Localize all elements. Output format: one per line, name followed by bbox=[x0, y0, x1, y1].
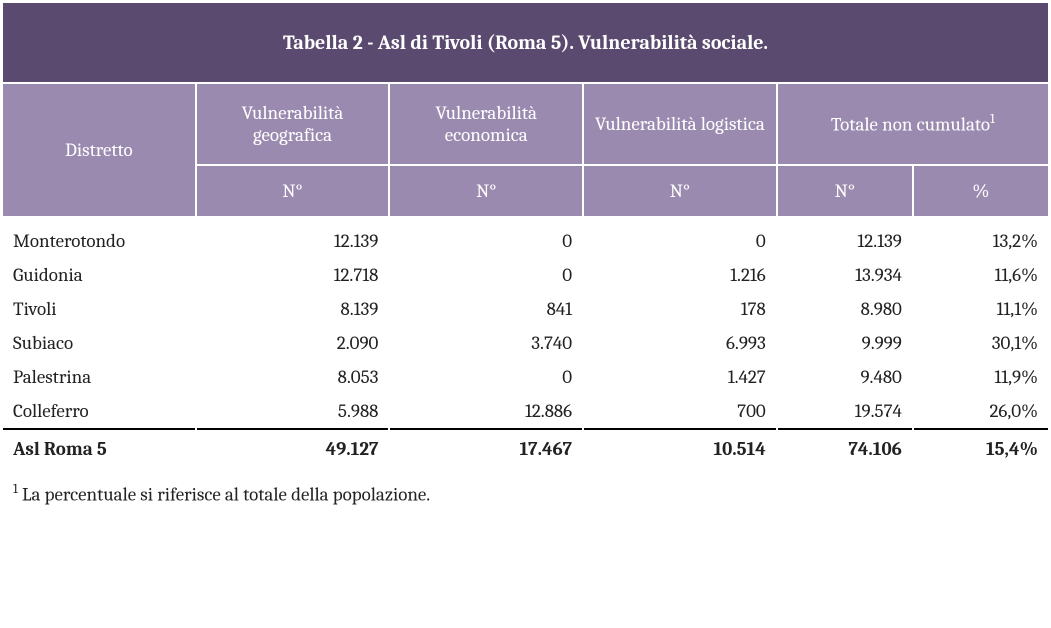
cell-label: Tivoli bbox=[2, 292, 196, 326]
table-row: Monterotondo 12.139 0 0 12.139 13,2% bbox=[2, 217, 1049, 258]
col-header-geo: Vulnerabilità geografica bbox=[196, 83, 390, 165]
col-header-eco: Vulnerabilità economica bbox=[389, 83, 583, 165]
cell-tot-pct: 11,6% bbox=[913, 258, 1049, 292]
cell-eco: 12.886 bbox=[389, 394, 583, 429]
cell-geo: 8.053 bbox=[196, 360, 390, 394]
cell-log: 1.216 bbox=[583, 258, 777, 292]
cell-log: 6.993 bbox=[583, 326, 777, 360]
cell-label: Guidonia bbox=[2, 258, 196, 292]
cell-tot-pct: 30,1% bbox=[913, 326, 1049, 360]
cell-tot-n: 9.999 bbox=[777, 326, 913, 360]
total-log: 10.514 bbox=[583, 429, 777, 469]
table-row: Subiaco 2.090 3.740 6.993 9.999 30,1% bbox=[2, 326, 1049, 360]
table-row: Palestrina 8.053 0 1.427 9.480 11,9% bbox=[2, 360, 1049, 394]
cell-geo: 2.090 bbox=[196, 326, 390, 360]
cell-label: Monterotondo bbox=[2, 217, 196, 258]
table-body: Monterotondo 12.139 0 0 12.139 13,2% Gui… bbox=[2, 217, 1049, 524]
col-header-tot: Totale non cumulato1 bbox=[777, 83, 1049, 165]
subheader-tot-n: N° bbox=[777, 165, 913, 217]
cell-log: 700 bbox=[583, 394, 777, 429]
total-tot-pct: 15,4% bbox=[913, 429, 1049, 469]
table-row: Colleferro 5.988 12.886 700 19.574 26,0% bbox=[2, 394, 1049, 429]
cell-log: 1.427 bbox=[583, 360, 777, 394]
vulnerability-table: Tabella 2 - Asl di Tivoli (Roma 5). Vuln… bbox=[1, 1, 1050, 525]
cell-label: Palestrina bbox=[2, 360, 196, 394]
table-total-row: Asl Roma 5 49.127 17.467 10.514 74.106 1… bbox=[2, 429, 1049, 469]
total-eco: 17.467 bbox=[389, 429, 583, 469]
cell-geo: 12.718 bbox=[196, 258, 390, 292]
cell-log: 178 bbox=[583, 292, 777, 326]
subheader-eco-n: N° bbox=[389, 165, 583, 217]
table-footnote: 1 La percentuale si riferisce al totale … bbox=[2, 469, 1049, 524]
subheader-log-n: N° bbox=[583, 165, 777, 217]
cell-geo: 5.988 bbox=[196, 394, 390, 429]
subheader-tot-pct: % bbox=[913, 165, 1049, 217]
cell-label: Subiaco bbox=[2, 326, 196, 360]
cell-tot-n: 13.934 bbox=[777, 258, 913, 292]
table-container: Tabella 2 - Asl di Tivoli (Roma 5). Vuln… bbox=[0, 0, 1051, 526]
col-header-distretto: Distretto bbox=[2, 83, 196, 217]
cell-log: 0 bbox=[583, 217, 777, 258]
cell-tot-n: 8.980 bbox=[777, 292, 913, 326]
cell-tot-pct: 11,9% bbox=[913, 360, 1049, 394]
col-header-tot-sup: 1 bbox=[990, 112, 995, 127]
cell-eco: 3.740 bbox=[389, 326, 583, 360]
cell-tot-pct: 26,0% bbox=[913, 394, 1049, 429]
cell-tot-n: 12.139 bbox=[777, 217, 913, 258]
total-tot-n: 74.106 bbox=[777, 429, 913, 469]
cell-geo: 12.139 bbox=[196, 217, 390, 258]
cell-eco: 0 bbox=[389, 217, 583, 258]
cell-tot-pct: 11,1% bbox=[913, 292, 1049, 326]
cell-tot-n: 9.480 bbox=[777, 360, 913, 394]
cell-eco: 841 bbox=[389, 292, 583, 326]
table-title: Tabella 2 - Asl di Tivoli (Roma 5). Vuln… bbox=[2, 2, 1049, 83]
cell-geo: 8.139 bbox=[196, 292, 390, 326]
cell-tot-pct: 13,2% bbox=[913, 217, 1049, 258]
footnote-text: La percentuale si riferisce al totale de… bbox=[18, 483, 430, 505]
col-header-tot-text: Totale non cumulato bbox=[831, 114, 990, 136]
cell-eco: 0 bbox=[389, 360, 583, 394]
cell-tot-n: 19.574 bbox=[777, 394, 913, 429]
table-footnote-row: 1 La percentuale si riferisce al totale … bbox=[2, 469, 1049, 524]
table-row: Guidonia 12.718 0 1.216 13.934 11,6% bbox=[2, 258, 1049, 292]
total-geo: 49.127 bbox=[196, 429, 390, 469]
table-row: Tivoli 8.139 841 178 8.980 11,1% bbox=[2, 292, 1049, 326]
subheader-geo-n: N° bbox=[196, 165, 390, 217]
col-header-log: Vulnerabilità logistica bbox=[583, 83, 777, 165]
cell-label: Colleferro bbox=[2, 394, 196, 429]
total-label: Asl Roma 5 bbox=[2, 429, 196, 469]
cell-eco: 0 bbox=[389, 258, 583, 292]
